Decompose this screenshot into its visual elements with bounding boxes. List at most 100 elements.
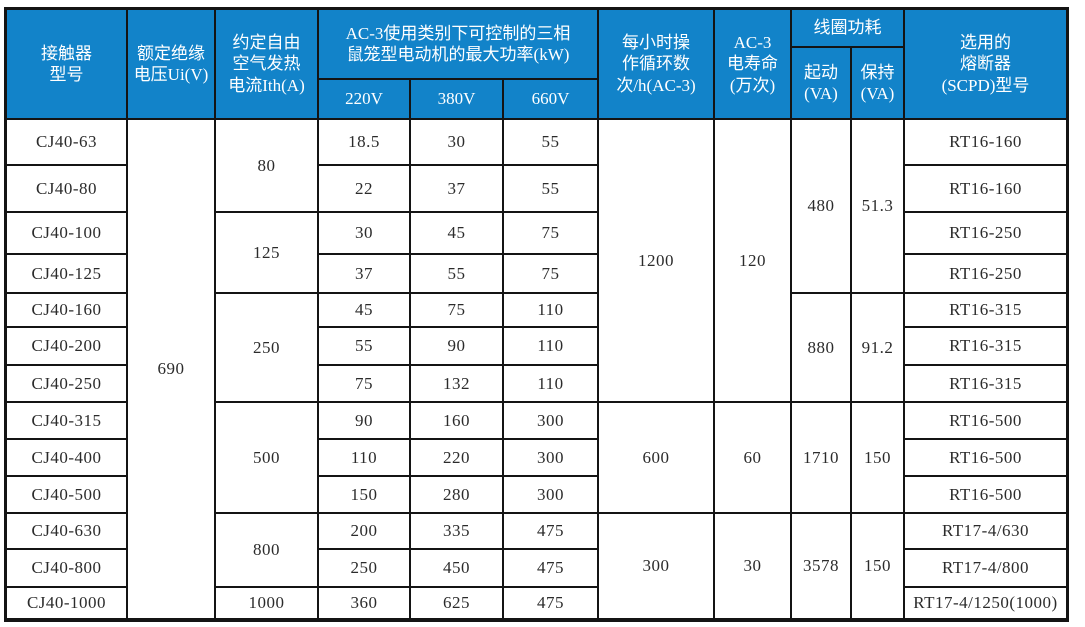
fuse-cell: RT16-315 (905, 366, 1066, 401)
cycles-cell: 1200 (599, 120, 713, 401)
power-220-cell: 22 (319, 166, 409, 211)
power-380-cell: 160 (411, 403, 502, 438)
coil-hold-cell: 150 (852, 514, 903, 618)
power-220-cell: 45 (319, 294, 409, 326)
header-coil-start: 起动 (VA) (792, 48, 850, 118)
life-cell: 60 (715, 403, 790, 512)
model-cell: CJ40-630 (7, 514, 126, 548)
fuse-cell: RT16-160 (905, 120, 1066, 164)
power-220-cell: 250 (319, 550, 409, 586)
ith-cell: 125 (216, 213, 317, 292)
power-380-cell: 75 (411, 294, 502, 326)
header-cycles-per-hour: 每小时操 作循环数 次/h(AC-3) (599, 10, 713, 118)
header-220v: 220V (319, 80, 409, 118)
power-380-cell: 220 (411, 440, 502, 475)
power-660-cell: 475 (504, 514, 597, 548)
model-cell: CJ40-200 (7, 328, 126, 364)
header-ac3-max-power: AC-3使用类别下可控制的三相 鼠笼型电动机的最大功率(kW) (319, 10, 597, 78)
ith-cell: 500 (216, 403, 317, 512)
ith-cell: 80 (216, 120, 317, 211)
power-660-cell: 75 (504, 255, 597, 292)
fuse-cell: RT17-4/630 (905, 514, 1066, 548)
power-380-cell: 132 (411, 366, 502, 401)
life-cell: 30 (715, 514, 790, 618)
power-380-cell: 280 (411, 477, 502, 512)
cycles-cell: 600 (599, 403, 713, 512)
power-380-cell: 37 (411, 166, 502, 211)
header-coil-hold: 保持 (VA) (852, 48, 903, 118)
fuse-cell: RT16-250 (905, 213, 1066, 253)
model-cell: CJ40-800 (7, 550, 126, 586)
power-220-cell: 75 (319, 366, 409, 401)
model-cell: CJ40-80 (7, 166, 126, 211)
header-fuse-type: 选用的 熔断器 (SCPD)型号 (905, 10, 1066, 118)
header-380v: 380V (411, 80, 502, 118)
header-contactor-model: 接触器 型号 (7, 10, 126, 118)
voltage-cell: 690 (128, 120, 214, 618)
power-220-cell: 18.5 (319, 120, 409, 164)
power-660-cell: 110 (504, 366, 597, 401)
fuse-cell: RT17-4/800 (905, 550, 1066, 586)
power-220-cell: 360 (319, 588, 409, 618)
header-rated-voltage: 额定绝缘 电压Ui(V) (128, 10, 214, 118)
fuse-cell: RT17-4/1250(1000) (905, 588, 1066, 618)
model-cell: CJ40-125 (7, 255, 126, 292)
ith-cell: 800 (216, 514, 317, 586)
power-660-cell: 300 (504, 477, 597, 512)
power-380-cell: 335 (411, 514, 502, 548)
model-cell: CJ40-250 (7, 366, 126, 401)
fuse-cell: RT16-160 (905, 166, 1066, 211)
ith-cell: 250 (216, 294, 317, 401)
ith-cell: 1000 (216, 588, 317, 618)
header-electrical-life: AC-3 电寿命 (万次) (715, 10, 790, 118)
model-cell: CJ40-63 (7, 120, 126, 164)
model-cell: CJ40-400 (7, 440, 126, 475)
power-380-cell: 55 (411, 255, 502, 292)
fuse-cell: RT16-500 (905, 403, 1066, 438)
power-220-cell: 150 (319, 477, 409, 512)
model-cell: CJ40-100 (7, 213, 126, 253)
coil-start-cell: 880 (792, 294, 850, 401)
power-660-cell: 110 (504, 294, 597, 326)
header-coil-power: 线圈功耗 (792, 10, 903, 46)
power-220-cell: 30 (319, 213, 409, 253)
power-220-cell: 200 (319, 514, 409, 548)
power-380-cell: 90 (411, 328, 502, 364)
fuse-cell: RT16-315 (905, 294, 1066, 326)
coil-hold-cell: 51.3 (852, 120, 903, 292)
power-380-cell: 45 (411, 213, 502, 253)
cycles-cell: 300 (599, 514, 713, 618)
fuse-cell: RT16-315 (905, 328, 1066, 364)
power-660-cell: 75 (504, 213, 597, 253)
coil-start-cell: 480 (792, 120, 850, 292)
model-cell: CJ40-315 (7, 403, 126, 438)
coil-hold-cell: 91.2 (852, 294, 903, 401)
coil-hold-cell: 150 (852, 403, 903, 512)
power-660-cell: 300 (504, 440, 597, 475)
power-660-cell: 300 (504, 403, 597, 438)
fuse-cell: RT16-500 (905, 477, 1066, 512)
power-380-cell: 450 (411, 550, 502, 586)
model-cell: CJ40-1000 (7, 588, 126, 618)
fuse-cell: RT16-250 (905, 255, 1066, 292)
power-660-cell: 55 (504, 120, 597, 164)
power-660-cell: 475 (504, 588, 597, 618)
fuse-cell: RT16-500 (905, 440, 1066, 475)
power-220-cell: 110 (319, 440, 409, 475)
power-220-cell: 37 (319, 255, 409, 292)
header-660v: 660V (504, 80, 597, 118)
coil-start-cell: 1710 (792, 403, 850, 512)
header-thermal-current: 约定自由 空气发热 电流Ith(A) (216, 10, 317, 118)
coil-start-cell: 3578 (792, 514, 850, 618)
power-220-cell: 90 (319, 403, 409, 438)
life-cell: 120 (715, 120, 790, 401)
contactor-spec-table: 接触器 型号 额定绝缘 电压Ui(V) 约定自由 空气发热 电流Ith(A) A… (4, 7, 1069, 622)
power-660-cell: 110 (504, 328, 597, 364)
model-cell: CJ40-160 (7, 294, 126, 326)
power-380-cell: 625 (411, 588, 502, 618)
power-380-cell: 30 (411, 120, 502, 164)
model-cell: CJ40-500 (7, 477, 126, 512)
power-660-cell: 475 (504, 550, 597, 586)
power-660-cell: 55 (504, 166, 597, 211)
power-220-cell: 55 (319, 328, 409, 364)
